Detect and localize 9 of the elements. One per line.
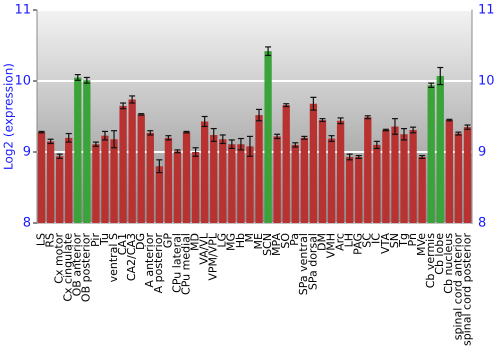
y2-tick-label: 9 [478, 144, 486, 160]
y-axis-title: Log2 (expression) [1, 63, 16, 170]
y-tick-label: 8 [22, 215, 31, 230]
y-tick-label: 11 [14, 2, 31, 18]
y-tick-label: 10 [14, 73, 31, 88]
y2-tick-label: 11 [478, 2, 495, 18]
y-tick-label: 9 [22, 144, 31, 160]
y2-tick-label: 10 [478, 73, 495, 88]
y2-tick-label: 8 [478, 215, 486, 230]
